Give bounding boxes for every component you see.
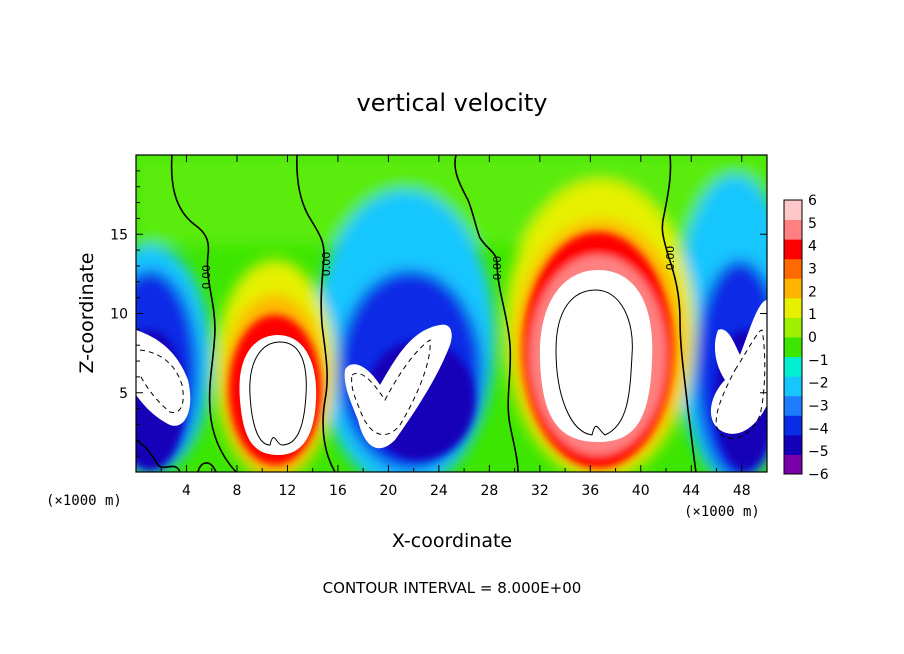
x-axis-label: X-coordinate [392, 530, 512, 552]
colorbar-swatch [784, 239, 802, 260]
colorbar-swatch [784, 434, 802, 455]
x-tick-label: 36 [581, 483, 599, 499]
colorbar-label: 4 [808, 239, 817, 255]
colorbar-swatch [784, 219, 802, 240]
x-tick-label: 28 [480, 483, 498, 499]
downdraft-mid-dashed [351, 339, 431, 435]
x-unit-label-right: (×1000 m) [684, 504, 760, 520]
colorbar-swatch [784, 415, 802, 436]
updraft-left-core [239, 335, 317, 455]
x-tick-label: 44 [682, 483, 700, 499]
contour-interval-note: CONTOUR INTERVAL = 8.000E+00 [323, 579, 582, 597]
x-tick-label: 12 [279, 483, 297, 499]
zero-contour-1 [170, 155, 237, 472]
colorbar-swatch [784, 200, 802, 221]
updraft-right-core [539, 270, 653, 442]
colorbar-swatch [784, 317, 802, 338]
colorbar-swatch [784, 337, 802, 358]
y-tick-label: 15 [110, 227, 128, 243]
colorbar-swatch [784, 395, 802, 416]
downdraft-mid-core-white [344, 324, 452, 449]
bottom-contour-small [197, 462, 217, 472]
colorbar-swatch [784, 297, 802, 318]
x-axis-ticks: 4 8 12 16 20 24 28 32 36 40 44 48 [160, 155, 751, 499]
updraft-right-contour [555, 289, 633, 436]
plot-area [136, 155, 767, 472]
colorbar-label: 1 [808, 307, 817, 323]
colorbar-label: −5 [808, 444, 829, 460]
colorbar-frame [783, 199, 803, 475]
zero-contour-label-4: 0.00 [664, 246, 677, 271]
colorbar-label: −2 [808, 376, 829, 392]
downdraft-left-dashed [139, 349, 184, 414]
colorbar-label: 2 [808, 284, 817, 300]
chart-title: vertical velocity [357, 89, 548, 117]
colorbar-swatch [784, 454, 802, 475]
updraft-left-contour [249, 341, 307, 446]
x-tick-label: 24 [430, 483, 448, 499]
downdraft-right-core-white [710, 300, 767, 434]
x-tick-label: 40 [632, 483, 650, 499]
colorbar: 6 5 4 3 2 1 0 −1 −2 −3 −4 −5 −6 [783, 193, 829, 483]
colorbar-label: 0 [808, 330, 817, 346]
bottom-contour-left [136, 439, 181, 472]
y-tick-label: 5 [119, 386, 128, 402]
colorbar-label: −4 [808, 421, 829, 437]
x-tick-label: 20 [379, 483, 397, 499]
zero-contour-label-2: 0.00 [320, 252, 333, 277]
colorbar-label: −1 [808, 353, 829, 369]
zero-contour-label-3: 0.00 [491, 256, 504, 281]
colorbar-swatch [784, 278, 802, 299]
zero-contour-label-1: 0.00 [200, 265, 213, 290]
zero-contour-3 [454, 155, 519, 472]
y-axis-ticks: 5 10 15 [110, 170, 767, 457]
x-tick-label: 16 [329, 483, 347, 499]
x-tick-label: 32 [531, 483, 549, 499]
colorbar-swatch [784, 376, 802, 397]
colorbar-label: 5 [808, 216, 817, 232]
colorbar-label: 3 [808, 262, 817, 278]
colorbar-label: −6 [808, 467, 829, 483]
downdraft-left-core [136, 330, 191, 426]
colorbar-label: 6 [808, 193, 817, 209]
y-tick-label: 10 [110, 307, 128, 323]
colorbar-swatch [784, 356, 802, 377]
colorbar-label: −3 [808, 399, 829, 415]
zero-contour-4 [661, 155, 697, 472]
zero-contour-2 [296, 155, 336, 472]
colorbar-swatch [784, 258, 802, 279]
x-tick-label: 48 [733, 483, 751, 499]
x-tick-label: 8 [232, 483, 241, 499]
x-unit-label-left: (×1000 m) [46, 493, 122, 509]
y-axis-label: Z-coordinate [76, 253, 98, 374]
contour-labels: 0.00 0.00 0.00 0.00 [200, 246, 677, 290]
x-tick-label: 4 [182, 483, 191, 499]
